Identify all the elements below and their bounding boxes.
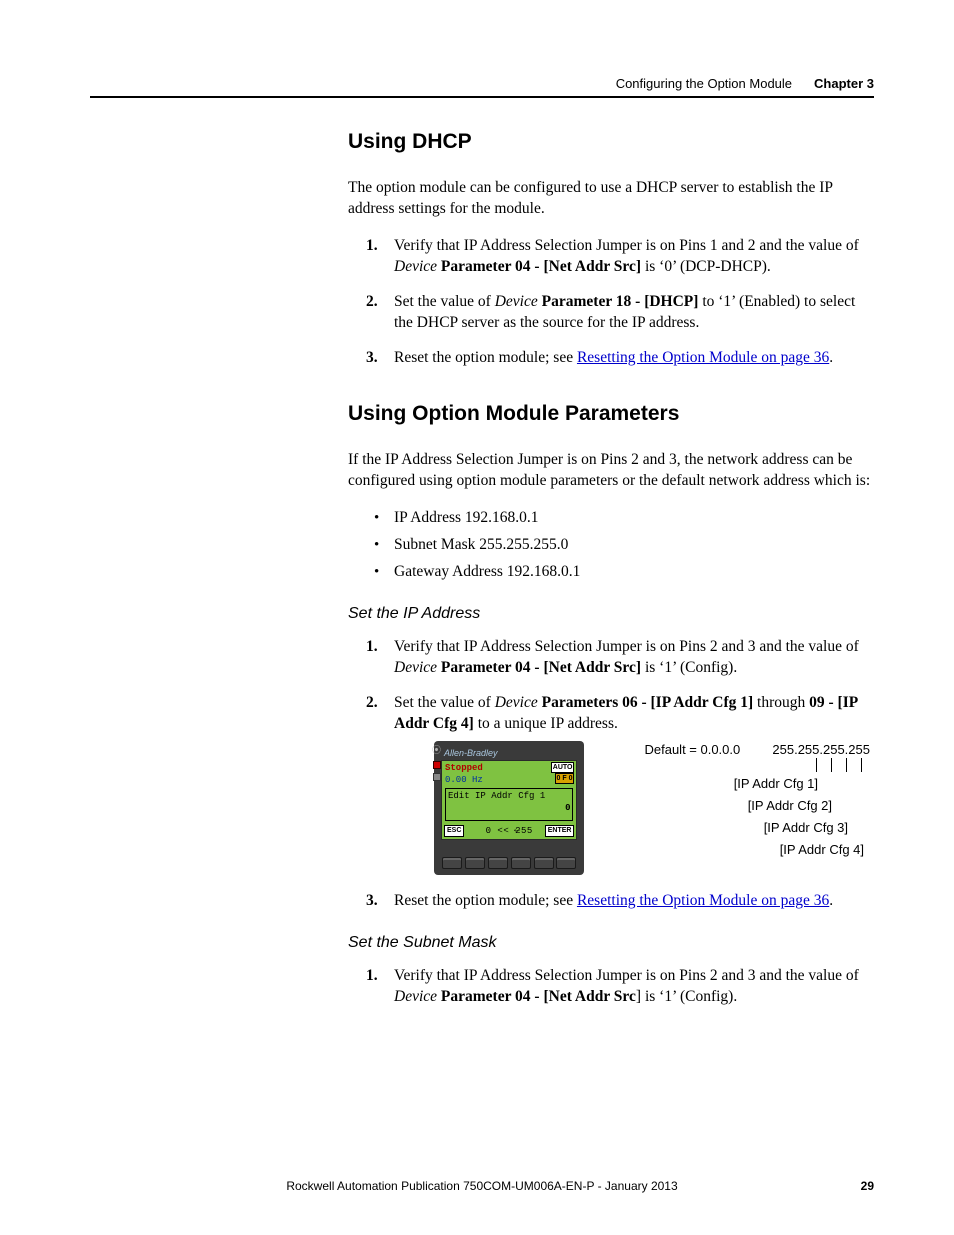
setip-steps: Verify that IP Address Selection Jumper … (348, 637, 876, 912)
dhcp-step-1: Verify that IP Address Selection Jumper … (348, 236, 876, 278)
link-reset-1[interactable]: Resetting the Option Module on page 36 (577, 349, 829, 366)
ipfig-max: 255.255.255.255 (772, 741, 870, 759)
setsub-step-1: Verify that IP Address Selection Jumper … (348, 966, 876, 1008)
heading-dhcp: Using DHCP (348, 130, 876, 154)
left-arrow-icon: ← (514, 824, 520, 838)
bullet-ip: IP Address 192.168.0.1 (348, 508, 876, 529)
ipfig-cfg4: [IP Addr Cfg 4] (780, 841, 864, 859)
heading-setsub: Set the Subnet Mask (348, 934, 876, 952)
setip-step-1: Verify that IP Address Selection Jumper … (348, 637, 876, 679)
dhcp-steps: Verify that IP Address Selection Jumper … (348, 236, 876, 369)
setip-step-3: Reset the option module; see Resetting t… (348, 891, 876, 912)
header-rule (90, 96, 874, 98)
him-logo-icon: ⦿ (432, 745, 442, 755)
him-leds (433, 761, 441, 781)
him-esc-button: ESC (444, 825, 464, 836)
params-intro: If the IP Address Selection Jumper is on… (348, 450, 876, 492)
params-bullets: IP Address 192.168.0.1 Subnet Mask 255.2… (348, 508, 876, 583)
ip-address-figure: Default = 0.0.0.0 255.255.255.255 [IP Ad… (644, 741, 876, 875)
figure-row: ⦿ Allen-Bradley Stopped 0.00 Hz AUTO 0 F… (434, 741, 876, 875)
him-tag-f0: 0 F 0 (555, 773, 575, 784)
setip-step-2: Set the value of Device Parameters 06 - … (348, 693, 876, 875)
footer-spacer (90, 1179, 120, 1193)
header-title: Configuring the Option Module (616, 76, 792, 91)
heading-params: Using Option Module Parameters (348, 402, 876, 426)
page-header: Configuring the Option Module Chapter 3 (90, 76, 874, 91)
ipfig-cfg2: [IP Addr Cfg 2] (748, 797, 832, 815)
ipfig-cfg1: [IP Addr Cfg 1] (734, 775, 818, 793)
him-edit-value: 0 (448, 802, 570, 814)
him-key-row (442, 857, 576, 869)
dhcp-step-3: Reset the option module; see Resetting t… (348, 348, 876, 369)
him-device: ⦿ Allen-Bradley Stopped 0.00 Hz AUTO 0 F… (434, 741, 584, 875)
him-softkeys: ESC ← ENTER (444, 824, 574, 838)
dhcp-step-2: Set the value of Device Parameter 18 - [… (348, 292, 876, 334)
ipfig-ticks (816, 758, 862, 772)
ipfig-cfg3: [IP Addr Cfg 3] (764, 819, 848, 837)
bullet-gateway: Gateway Address 192.168.0.1 (348, 562, 876, 583)
dhcp-intro: The option module can be configured to u… (348, 178, 876, 220)
him-brand: Allen-Bradley (444, 747, 498, 759)
page-footer: Rockwell Automation Publication 750COM-U… (90, 1179, 874, 1193)
header-chapter: Chapter 3 (814, 76, 874, 91)
content-area: Using DHCP The option module can be conf… (348, 130, 876, 1022)
him-edit-label: Edit IP Addr Cfg 1 (448, 790, 570, 802)
bullet-subnet: Subnet Mask 255.255.255.0 (348, 535, 876, 556)
him-edit-box: Edit IP Addr Cfg 1 0 (445, 788, 573, 821)
heading-setip: Set the IP Address (348, 605, 876, 623)
him-enter-button: ENTER (545, 825, 575, 836)
setsub-steps: Verify that IP Address Selection Jumper … (348, 966, 876, 1008)
footer-pub: Rockwell Automation Publication 750COM-U… (120, 1179, 844, 1193)
him-lcd: Stopped 0.00 Hz AUTO 0 F 0 Edit IP Addr … (441, 760, 577, 840)
link-reset-2[interactable]: Resetting the Option Module on page 36 (577, 892, 829, 909)
ipfig-default: Default = 0.0.0.0 (644, 741, 740, 759)
him-tag-auto: AUTO (551, 762, 575, 773)
footer-page-number: 29 (844, 1179, 874, 1193)
